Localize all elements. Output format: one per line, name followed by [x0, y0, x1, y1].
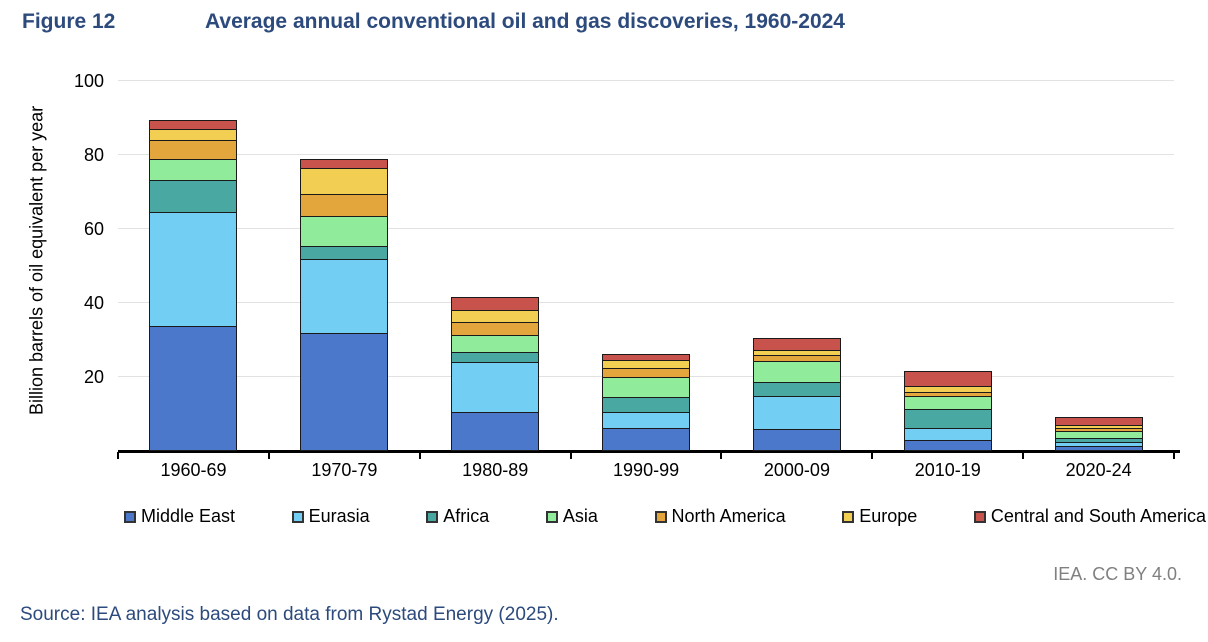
bar-segment-eurasia — [602, 412, 690, 429]
x-axis-tick — [267, 452, 270, 459]
legend-label: Europe — [859, 506, 918, 526]
bar-segment-middle-east — [602, 428, 690, 451]
bar-segment-middle-east — [451, 412, 540, 451]
legend-swatch-icon — [291, 510, 304, 523]
x-axis-tick — [1022, 452, 1025, 459]
bar-segment-middle-east — [752, 429, 841, 451]
bar-segment-eurasia — [149, 212, 238, 327]
legend-swatch-icon — [842, 510, 855, 523]
bar-segment-north-america — [451, 322, 540, 336]
bar-segment-asia — [752, 361, 841, 383]
stacked-bar-1980-89 — [451, 297, 540, 451]
x-axis-tick — [1173, 452, 1175, 459]
bar-segment-middle-east — [149, 326, 238, 451]
gridline-y-60 — [118, 228, 1174, 229]
bar-segment-africa — [752, 382, 841, 397]
legend-swatch-icon — [654, 510, 667, 523]
legend-label: Middle East — [141, 506, 236, 526]
legend-swatch-icon — [545, 510, 558, 523]
x-category-label-1960-69: 1960-69 — [160, 460, 227, 480]
stacked-bar-1960-69 — [149, 120, 238, 451]
source-note: Source: IEA analysis based on data from … — [20, 604, 559, 625]
bar-segment-north-america — [300, 194, 389, 217]
bar-segment-middle-east — [1054, 446, 1143, 451]
bar-segment-asia — [903, 396, 992, 410]
gridline-y-40 — [118, 302, 1174, 303]
legend-item-middle-east: Middle East — [124, 506, 235, 527]
bar-segment-north-america — [149, 140, 238, 160]
stacked-bar-2020-24 — [1054, 417, 1143, 451]
x-axis-tick — [569, 452, 572, 459]
bar-segment-africa — [903, 409, 992, 429]
legend-label: Africa — [443, 506, 490, 526]
y-tick-label-40: 40 — [83, 293, 104, 313]
legend-swatch-icon — [124, 510, 136, 523]
x-category-label-2000-09: 2000-09 — [763, 460, 830, 480]
legend-label: Central and South America — [990, 506, 1206, 526]
x-category-label-1980-89: 1980-89 — [462, 460, 529, 480]
x-category-label-1970-79: 1970-79 — [311, 460, 378, 480]
y-tick-label-20: 20 — [83, 367, 104, 387]
legend-item-north-america: North America — [654, 506, 786, 527]
gridline-y-100 — [118, 80, 1174, 81]
figure-number-label: Figure 12 — [22, 10, 116, 33]
legend-item-asia: Asia — [545, 506, 598, 527]
bar-segment-eurasia — [451, 362, 540, 413]
stacked-bar-2000-09 — [752, 338, 841, 451]
bar-segment-asia — [451, 335, 540, 353]
legend-swatch-icon — [973, 510, 986, 523]
bar-segment-asia — [602, 377, 690, 398]
legend-item-eurasia: Eurasia — [291, 506, 370, 527]
legend-label: Asia — [562, 506, 598, 526]
bar-segment-europe — [300, 168, 389, 195]
bar-segment-middle-east — [300, 333, 389, 451]
bar-segment-central-and-south-america — [903, 371, 992, 387]
figure-title: Average annual conventional oil and gas … — [205, 10, 845, 33]
bar-segment-africa — [300, 246, 389, 260]
y-tick-label-80: 80 — [83, 145, 104, 165]
legend-item-africa: Africa — [426, 506, 489, 527]
bar-segment-asia — [300, 216, 389, 247]
x-axis-tick — [871, 452, 874, 459]
legend-item-central-and-south-america: Central and South America — [973, 506, 1206, 527]
legend-label: Eurasia — [308, 506, 370, 526]
bar-segment-central-and-south-america — [451, 297, 540, 311]
x-category-label-2020-24: 2020-24 — [1065, 460, 1132, 480]
bar-segment-middle-east — [903, 440, 992, 451]
chart-legend: Middle East Eurasia Africa Asia North Americ… — [124, 506, 1206, 527]
license-credit-text: IEA. CC BY 4.0. — [1053, 564, 1182, 584]
bar-segment-africa — [602, 397, 690, 413]
x-axis-line — [118, 450, 1180, 453]
stacked-bar-2010-19 — [903, 371, 992, 451]
y-tick-label-60: 60 — [83, 219, 104, 239]
bar-segment-eurasia — [752, 396, 841, 430]
legend-label: North America — [671, 506, 786, 526]
stacked-bar-chart-plot-area: 20 40 60 80 100 1960-69 1970-79 1980-89 1990-99 2… — [74, 70, 1180, 480]
x-axis-tick — [117, 452, 119, 459]
gridline-y-80 — [118, 154, 1174, 155]
legend-swatch-icon — [426, 510, 439, 523]
stacked-bar-1990-99 — [602, 354, 690, 451]
legend-item-europe: Europe — [842, 506, 917, 527]
x-axis-tick — [418, 452, 421, 459]
y-tick-label-100: 100 — [73, 71, 104, 91]
x-category-label-1990-99: 1990-99 — [613, 460, 680, 480]
x-category-label-2010-19: 2010-19 — [914, 460, 981, 480]
bar-segment-africa — [149, 180, 238, 213]
bar-segment-asia — [149, 159, 238, 181]
bar-segment-eurasia — [300, 259, 389, 334]
x-axis-tick — [720, 452, 723, 459]
y-axis-title: Billion barrels of oil equivalent per ye… — [26, 105, 47, 416]
stacked-bar-1970-79 — [300, 159, 389, 451]
